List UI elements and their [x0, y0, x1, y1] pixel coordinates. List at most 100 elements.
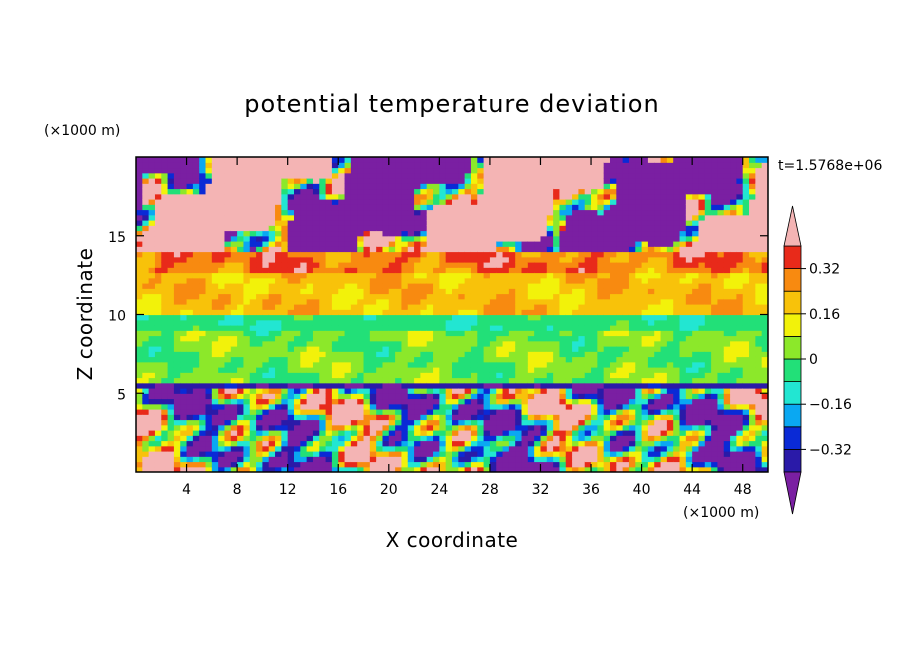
heatmap-cell [584, 351, 592, 358]
heatmap-cell [477, 272, 485, 279]
heatmap-cell [319, 172, 327, 179]
heatmap-cell [515, 246, 523, 253]
heatmap-cell [452, 346, 459, 352]
heatmap-cell [211, 283, 219, 289]
heatmap-cell [610, 183, 617, 190]
heatmap-cell [445, 382, 453, 389]
heatmap-cell [350, 419, 358, 426]
heatmap-cell [275, 235, 282, 242]
heatmap-cell [363, 456, 371, 463]
heatmap-cell [205, 283, 213, 289]
heatmap-cell [325, 225, 333, 232]
heatmap-cell [534, 183, 542, 190]
heatmap-cell [515, 304, 523, 310]
heatmap-cell [420, 267, 428, 274]
heatmap-cell [350, 466, 358, 472]
heatmap-cell [483, 214, 491, 221]
heatmap-cell [199, 325, 207, 331]
heatmap-cell [319, 277, 327, 284]
heatmap-cell [559, 361, 567, 368]
heatmap-cell [199, 319, 207, 326]
heatmap-cell [350, 172, 358, 179]
heatmap-cell [414, 430, 421, 436]
heatmap-cell [597, 167, 605, 174]
heatmap-cell [433, 356, 440, 363]
heatmap-cell [205, 430, 213, 436]
heatmap-cell [369, 277, 377, 284]
heatmap-cell [344, 456, 352, 463]
heatmap-cell [527, 298, 535, 305]
heatmap-cell [382, 235, 390, 242]
heatmap-cell [199, 424, 207, 431]
heatmap-cell [319, 304, 327, 310]
heatmap-cell [654, 330, 662, 337]
heatmap-cell [268, 340, 276, 347]
heatmap-cell [502, 183, 510, 190]
heatmap-cell [527, 356, 535, 363]
heatmap-cell [180, 351, 188, 358]
heatmap-cell [388, 277, 396, 284]
heatmap-cell [439, 445, 447, 452]
heatmap-cell [192, 188, 200, 195]
heatmap-cell [300, 157, 308, 163]
heatmap-cell [173, 293, 181, 300]
heatmap-cell [527, 424, 535, 431]
heatmap-cell [161, 267, 169, 274]
heatmap-cell [224, 325, 232, 331]
heatmap-cell [622, 456, 630, 463]
heatmap-cell [306, 172, 314, 179]
heatmap-cell [287, 430, 295, 436]
heatmap-cell [287, 351, 295, 358]
heatmap-cell [508, 398, 516, 405]
heatmap-cell [534, 209, 542, 216]
heatmap-cell [306, 183, 314, 190]
heatmap-cell [553, 356, 561, 363]
heatmap-cell [477, 288, 485, 295]
heatmap-cell [591, 241, 598, 247]
heatmap-cell [281, 466, 289, 472]
heatmap-cell [521, 214, 529, 221]
heatmap-cell [445, 372, 453, 379]
heatmap-cell [635, 466, 643, 472]
heatmap-cell [578, 419, 586, 426]
heatmap-cell [584, 188, 592, 195]
heatmap-cell [350, 445, 358, 452]
heatmap-cell [578, 178, 586, 184]
heatmap-cell [268, 445, 276, 452]
heatmap-cell [553, 430, 561, 436]
heatmap-cell [527, 225, 535, 232]
heatmap-cell [559, 157, 567, 163]
heatmap-cell [230, 183, 238, 190]
heatmap-cell [376, 246, 384, 253]
heatmap-cell [521, 351, 529, 358]
heatmap-cell [597, 346, 605, 352]
heatmap-cell [331, 272, 339, 279]
heatmap-cell [628, 403, 636, 410]
heatmap-cell [136, 272, 143, 279]
heatmap-cell [597, 283, 605, 289]
heatmap-cell [249, 167, 257, 174]
heatmap-cell [622, 304, 630, 310]
heatmap-cell [401, 220, 409, 226]
heatmap-cell [578, 220, 586, 226]
heatmap-cell [306, 251, 314, 258]
heatmap-cell [401, 325, 409, 331]
heatmap-cell [452, 461, 459, 468]
heatmap-cell [218, 398, 226, 405]
heatmap-cell [572, 335, 579, 342]
heatmap-cell [584, 230, 592, 237]
heatmap-cell [470, 424, 478, 431]
heatmap-cell [527, 251, 535, 258]
heatmap-cell [369, 183, 377, 190]
heatmap-cell [275, 172, 282, 179]
heatmap-cell [256, 393, 263, 400]
heatmap-cell [142, 356, 150, 363]
heatmap-cell [496, 440, 504, 447]
heatmap-cell [369, 330, 377, 337]
heatmap-cell [230, 204, 238, 211]
heatmap-cell [591, 167, 598, 174]
heatmap-cell [167, 440, 175, 447]
heatmap-cell [534, 346, 542, 352]
heatmap-cell [635, 246, 643, 253]
heatmap-cell [565, 466, 573, 472]
